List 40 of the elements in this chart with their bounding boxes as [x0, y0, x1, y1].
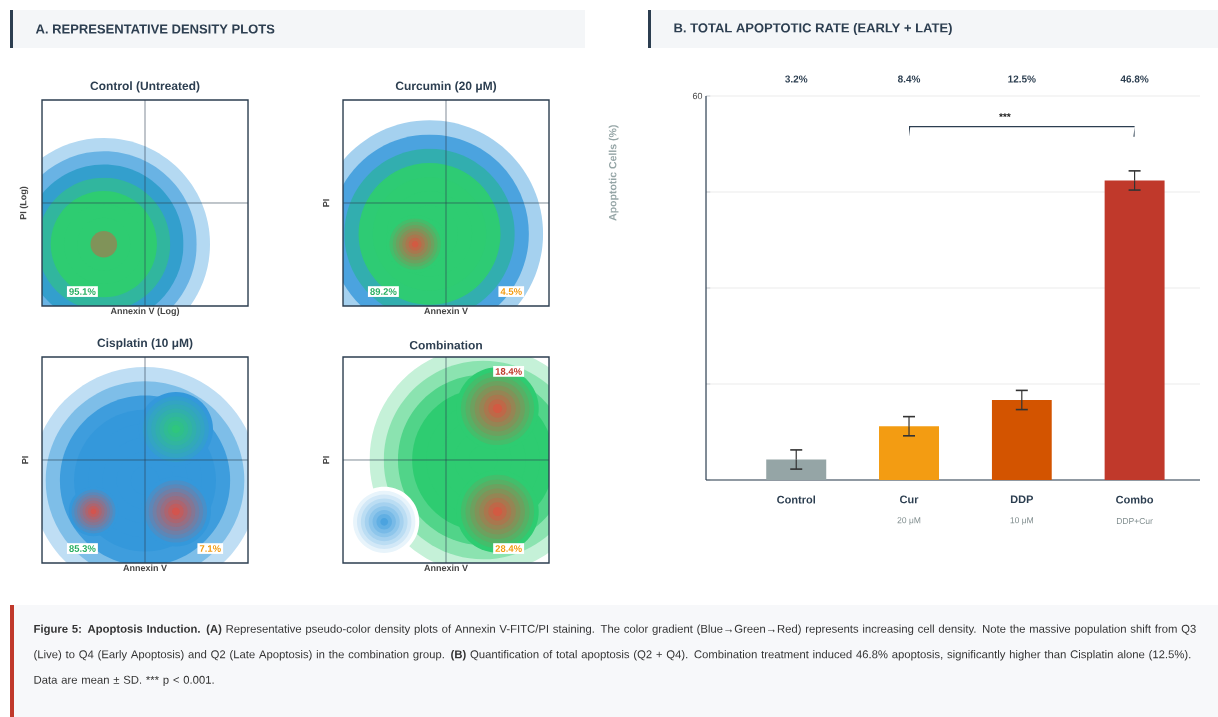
bar — [766, 459, 827, 480]
text: 28.4% — [495, 545, 522, 552]
text: 95.1% — [69, 288, 96, 295]
text: 18.4% — [495, 368, 522, 375]
text: Combination — [409, 340, 482, 350]
data-label: 12.5% — [1008, 75, 1036, 83]
text: Annexin V (Log) — [110, 307, 180, 316]
data-label: 46.8% — [1120, 75, 1149, 83]
text: Figure 5: Apoptosis Induction. (A) Representative pseudo-color density plots of Annexin V-FITC/PI staining. The color gradient (Blue→Green→Red) represents increasing cell density. Note the massive population shift from Q3 (Live) to Q4 (Early Apoptosis) and Q2 (Late Apoptosis) in the combination group. (B) Quantification of total apoptosis (Q2 + Q4). Combination treatment induced 46.8% apoptosis, significantly higher than Cisplatin alone (12.5%). Data are mean ± SD. *** p < 0.001. — [34, 624, 1196, 687]
text: 85.3% — [69, 545, 96, 552]
text: DDP+Cur — [1116, 517, 1153, 524]
text: PI — [21, 456, 29, 464]
text: PI — [322, 199, 330, 207]
x-tick-label: DDP — [1010, 495, 1034, 504]
text: A. REPRESENTATIVE DENSITY PLOTS — [35, 24, 275, 34]
text: 89.2% — [370, 288, 397, 295]
text: 7.1% — [199, 545, 221, 552]
text: PI — [322, 456, 330, 464]
data-label: 3.2% — [785, 75, 808, 83]
y-axis-title: Apoptotic Cells (%) — [608, 125, 619, 221]
text: Annexin V — [424, 307, 468, 315]
x-tick-label: Combo — [1116, 495, 1154, 504]
text: Annexin V — [424, 564, 468, 572]
bar — [879, 426, 940, 480]
text: Annexin V — [123, 564, 167, 572]
bar — [1104, 180, 1165, 480]
x-tick-label: Control — [777, 495, 815, 504]
text: Cisplatin (10 μM) — [97, 338, 193, 350]
annotation: *** — [999, 113, 1011, 118]
text: PI (Log) — [19, 186, 29, 220]
data-label: 8.4% — [897, 75, 921, 83]
y-tick-label: 60 — [692, 92, 703, 100]
text: Control (Untreated) — [90, 81, 200, 93]
text: 10 μM — [1010, 517, 1033, 525]
bar — [991, 399, 1052, 480]
text: 4.5% — [500, 288, 522, 295]
chart-title: B. TOTAL APOPTOTIC RATE (EARLY + LATE) — [674, 22, 952, 36]
text: Curcumin (20 μM) — [395, 81, 497, 93]
text: 20 μM — [897, 517, 921, 525]
x-tick-label: Cur — [900, 495, 919, 504]
